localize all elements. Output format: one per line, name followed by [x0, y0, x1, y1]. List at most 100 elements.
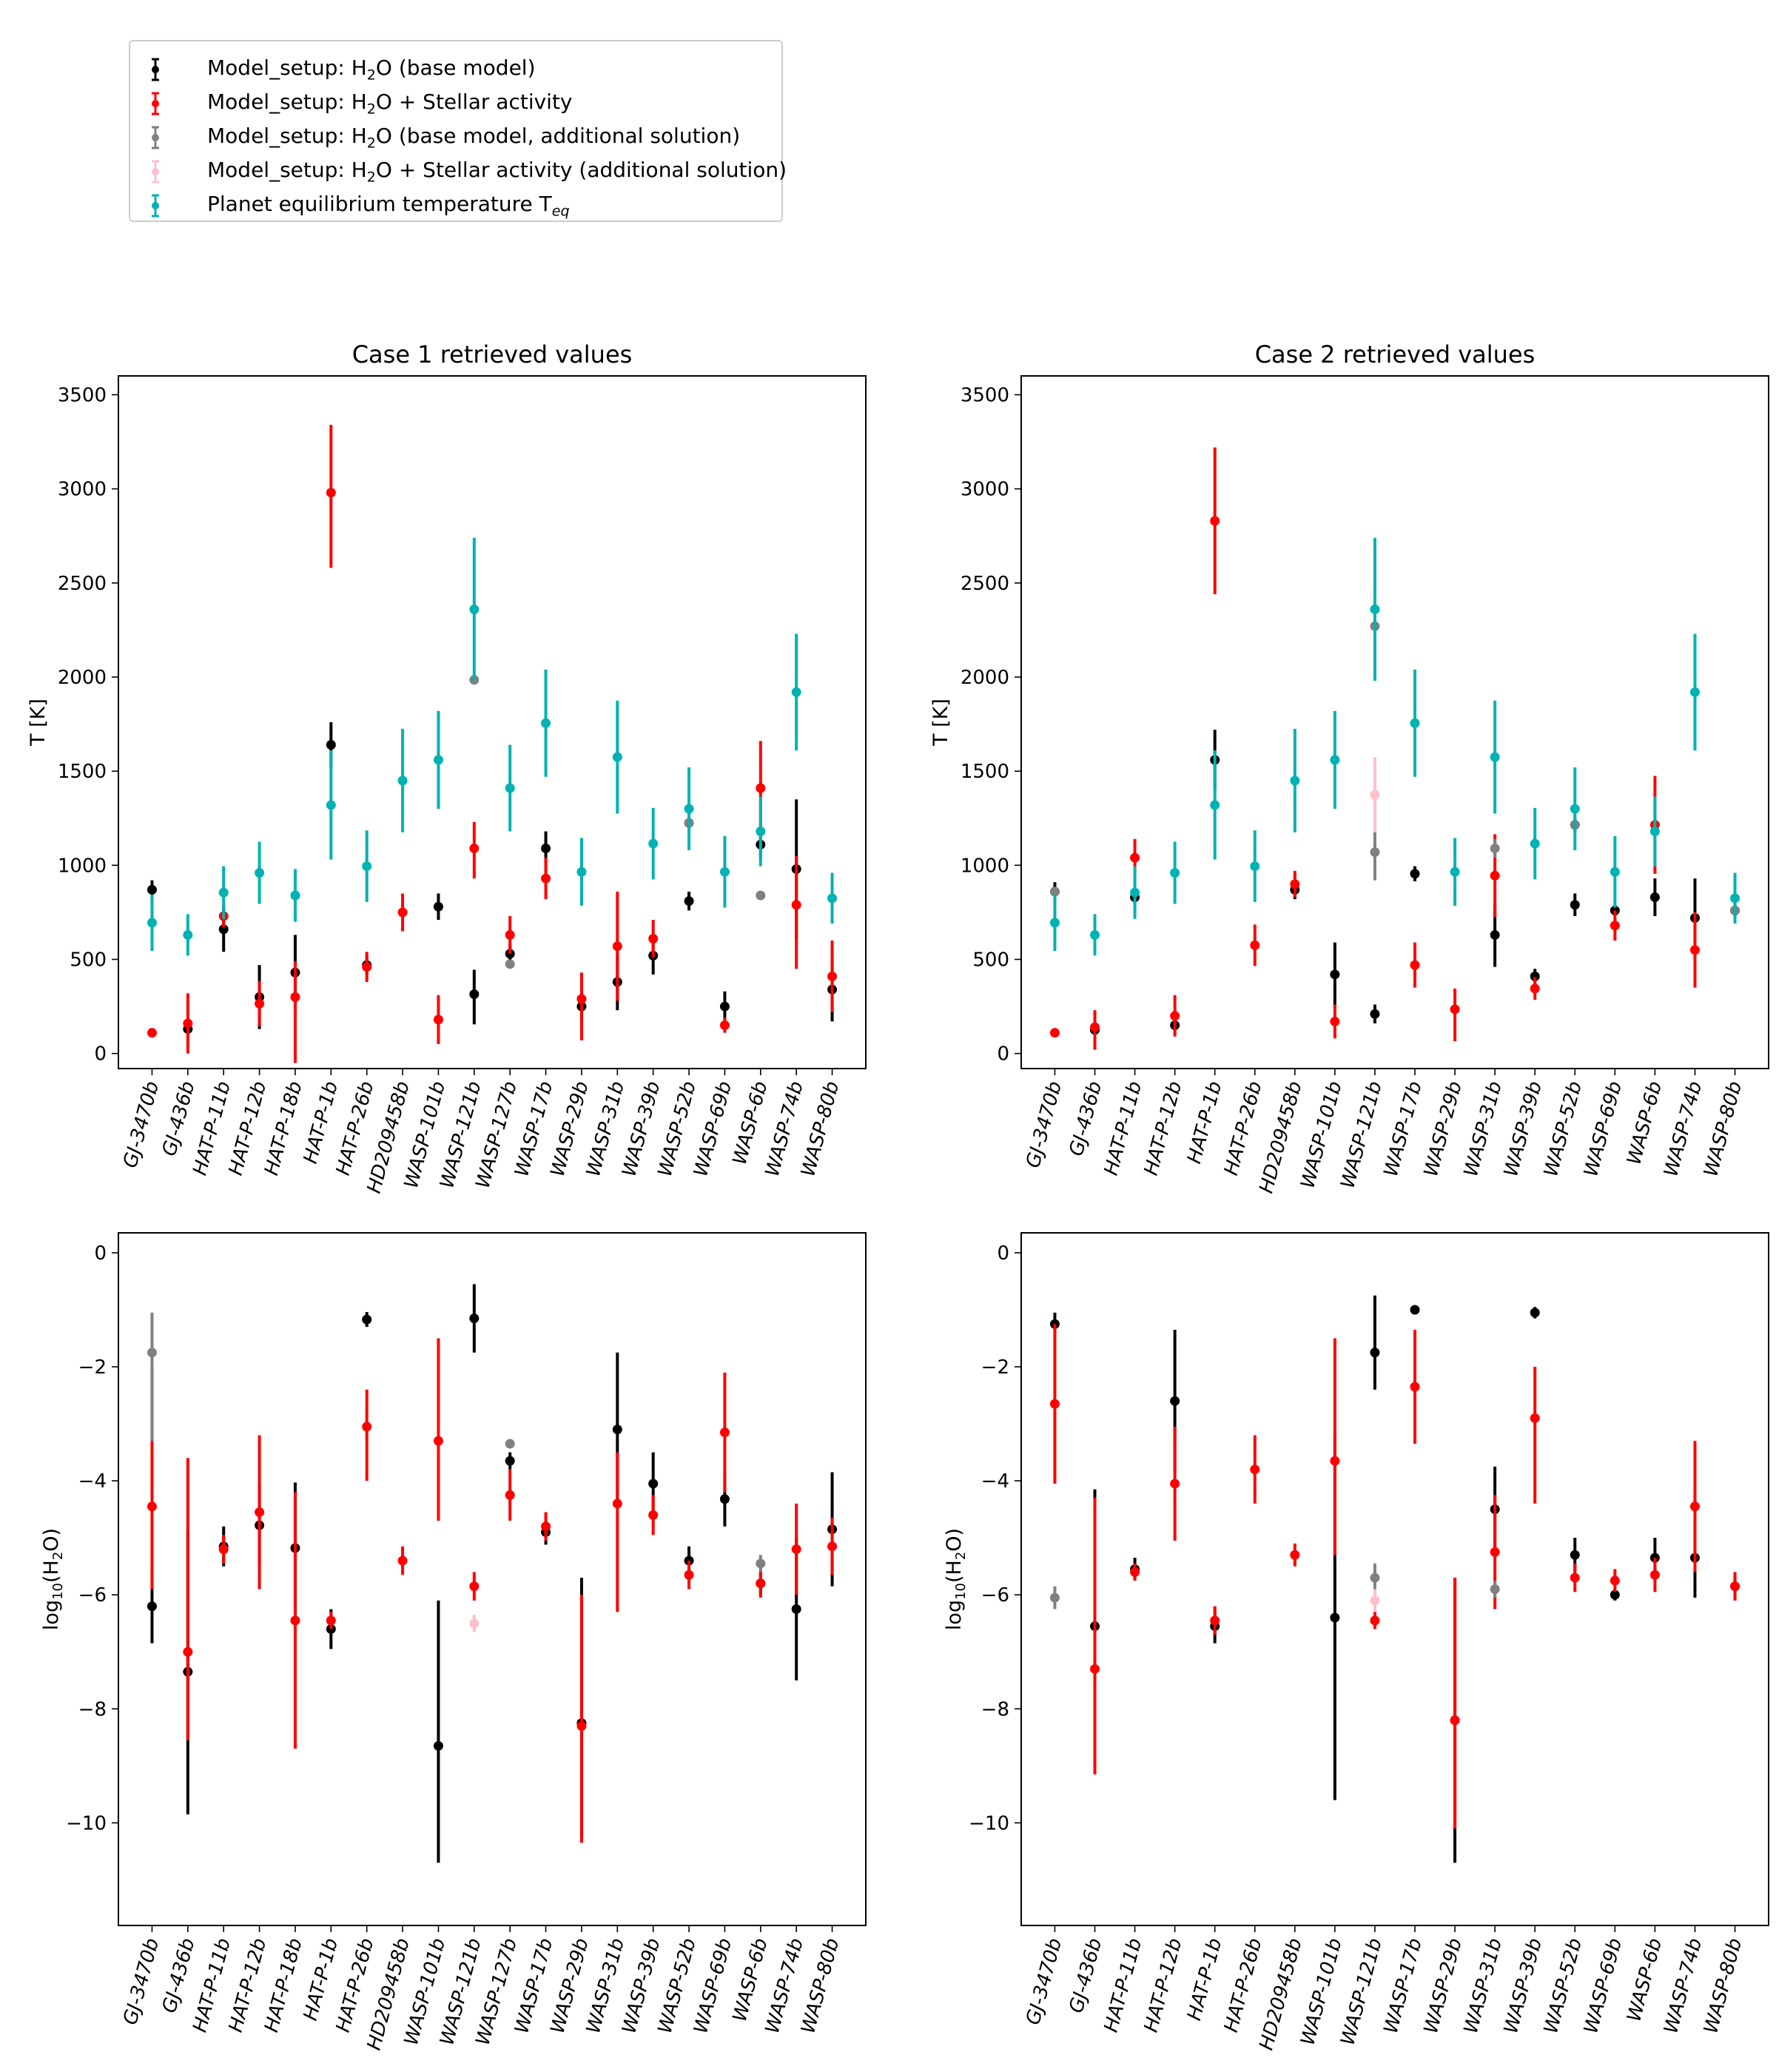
point-model-setup-h2o-base-model-wasp-121b: [469, 989, 480, 1000]
point-model-setup-h2o-stellar-activity-hat-p-11b: [218, 1544, 229, 1555]
y-tick-label: −10: [969, 1812, 1009, 1834]
x-tick-label-gj-3470b: GJ-3470b: [1022, 1936, 1066, 2028]
y-tick-label: −6: [78, 1584, 107, 1607]
point-model-setup-h2o-base-model-wasp-127b: [505, 1456, 515, 1466]
x-tick-label-wasp-29b: WASP-29b: [1420, 1079, 1467, 1179]
chart-panel-2: Case 2 retrieved values 0 500 1000 1500 2000 2…: [929, 340, 1769, 1196]
point-planet-equilibrium-temperature-teq-hat-p-1b: [1210, 800, 1220, 810]
x-tick-label-wasp-31b: WASP-31b: [1460, 1936, 1507, 2036]
point-planet-equilibrium-temperature-teq-gj-436b: [183, 929, 193, 940]
point-model-setup-h2o-stellar-activity-gj-436b: [1090, 1022, 1100, 1032]
point-model-setup-h2o-base-model-wasp-52b: [1570, 1550, 1580, 1560]
point-model-setup-h2o-stellar-activity-wasp-127b: [505, 929, 515, 940]
point-planet-equilibrium-temperature-teq-wasp-31b: [1490, 752, 1500, 762]
point-planet-equilibrium-temperature-teq-wasp-74b: [791, 687, 801, 697]
point-planet-equilibrium-temperature-teq-hat-p-12b: [255, 867, 265, 878]
point-planet-equilibrium-temperature-teq-wasp-29b: [1450, 867, 1460, 877]
x-tick-label-gj-436b: GJ-436b: [1066, 1936, 1107, 2016]
x-tick-label-gj-436b: GJ-436b: [1066, 1079, 1107, 1159]
point-model-setup-h2o-stellar-activity-hat-p-12b: [1170, 1011, 1180, 1021]
legend-marker-stellar-additional: [152, 160, 159, 184]
legend-label-stellar-activity: Model_setup: H2O + Stellar activity: [207, 90, 573, 118]
point-model-setup-h2o-base-model-wasp-39b: [1530, 1308, 1540, 1318]
point-model-setup-h2o-stellar-activity-wasp-17b: [1410, 1382, 1420, 1392]
point-planet-equilibrium-temperature-teq-hat-p-11b: [1130, 887, 1140, 898]
y-tick-label: 3500: [58, 384, 107, 406]
point-model-setup-h2o-base-model-wasp-69b: [719, 1494, 730, 1504]
point-model-setup-h2o-stellar-activity-wasp-31b: [612, 941, 622, 952]
point-model-setup-h2o-base-model-additional-solution-wasp-6b: [756, 890, 766, 901]
point-planet-equilibrium-temperature-teq-wasp-80b: [827, 893, 838, 904]
chart-panel-4: 0−2−4−6−8−10log10(H2O)GJ-3470bGJ-436bHAT…: [943, 1232, 1769, 2053]
point-model-setup-h2o-stellar-activity-wasp-52b: [1570, 1572, 1580, 1583]
x-tick-label-hat-p-1b: HAT-P-1b: [1183, 1936, 1226, 2023]
x-tick-label-wasp-52b: WASP-52b: [1540, 1079, 1587, 1179]
point-planet-equilibrium-temperature-teq-hd209458b: [1290, 776, 1300, 786]
point-model-setup-h2o-stellar-activity-hd209458b: [397, 907, 408, 918]
x-tick-label-wasp-69b: WASP-69b: [1580, 1079, 1627, 1179]
point-model-setup-h2o-stellar-activity-additional-solution-wasp-121b: [1370, 1595, 1380, 1606]
y-tick-label: 1500: [58, 761, 107, 783]
point-planet-equilibrium-temperature-teq-wasp-101b: [1330, 755, 1340, 765]
point-model-setup-h2o-stellar-activity-hat-p-1b: [1210, 516, 1220, 526]
y-axis-label: T [K]: [27, 699, 50, 747]
point-model-setup-h2o-stellar-activity-additional-solution-wasp-121b: [1370, 790, 1380, 800]
point-planet-equilibrium-temperature-teq-hat-p-11b: [218, 887, 229, 898]
y-tick-label: 0: [94, 1043, 107, 1066]
point-model-setup-h2o-base-model-wasp-6b: [1649, 892, 1660, 903]
point-planet-equilibrium-temperature-teq-wasp-121b: [469, 604, 480, 614]
point-model-setup-h2o-base-model-wasp-31b: [612, 1424, 622, 1435]
x-tick-label-wasp-29b: WASP-29b: [1420, 1936, 1467, 2036]
legend-marker-base-model: [152, 58, 159, 81]
point-model-setup-h2o-stellar-activity-hd209458b: [397, 1555, 408, 1566]
point-model-setup-h2o-base-model-wasp-69b: [1610, 1590, 1620, 1600]
x-tick-label-hat-p-1b: HAT-P-1b: [1183, 1079, 1226, 1166]
y-tick-label: −8: [78, 1698, 107, 1720]
x-tick-label-wasp-52b: WASP-52b: [1540, 1936, 1587, 2036]
point-planet-equilibrium-temperature-teq-gj-3470b: [1049, 918, 1060, 928]
x-tick-label-wasp-6b: WASP-6b: [1623, 1079, 1666, 1167]
x-tick-label-wasp-6b: WASP-6b: [729, 1936, 773, 2024]
x-tick-label-wasp-39b: WASP-39b: [1500, 1936, 1547, 2036]
point-model-setup-h2o-stellar-activity-hat-p-26b: [1250, 1464, 1260, 1475]
y-tick-label: 0: [997, 1242, 1009, 1265]
point-model-setup-h2o-stellar-activity-gj-3470b: [147, 1028, 157, 1038]
point-model-setup-h2o-stellar-activity-wasp-6b: [1649, 1570, 1660, 1580]
x-tick-label-wasp-121b: WASP-121b: [1336, 1936, 1386, 2048]
point-planet-equilibrium-temperature-teq-wasp-80b: [1730, 893, 1740, 904]
point-model-setup-h2o-stellar-activity-wasp-29b: [1450, 1004, 1460, 1015]
x-tick-label-wasp-6b: WASP-6b: [1623, 1936, 1666, 2024]
point-model-setup-h2o-stellar-activity-wasp-39b: [1530, 983, 1540, 994]
point-model-setup-h2o-stellar-activity-wasp-39b: [648, 934, 659, 944]
point-model-setup-h2o-base-model-wasp-17b: [541, 843, 551, 853]
point-model-setup-h2o-stellar-activity-hd209458b: [1290, 879, 1300, 889]
point-planet-equilibrium-temperature-teq-wasp-52b: [1570, 804, 1580, 814]
x-tick-label-hat-p-12b: HAT-P-12b: [1140, 1936, 1187, 2035]
point-model-setup-h2o-stellar-activity-wasp-69b: [719, 1427, 730, 1438]
point-model-setup-h2o-stellar-activity-wasp-101b: [1330, 1016, 1340, 1026]
point-model-setup-h2o-stellar-activity-hat-p-11b: [1130, 852, 1140, 863]
point-model-setup-h2o-stellar-activity-wasp-74b: [791, 1544, 801, 1555]
y-tick-label: 500: [972, 949, 1009, 971]
y-axis-label: log10(H2O): [943, 1528, 969, 1630]
point-planet-equilibrium-temperature-teq-wasp-31b: [612, 752, 622, 762]
point-model-setup-h2o-stellar-activity-wasp-17b: [541, 873, 551, 884]
y-tick-label: 3500: [961, 384, 1009, 406]
point-model-setup-h2o-stellar-activity-wasp-74b: [1689, 945, 1700, 955]
x-tick-label-wasp-39b: WASP-39b: [1500, 1079, 1547, 1179]
point-model-setup-h2o-stellar-activity-wasp-17b: [1410, 960, 1420, 970]
point-model-setup-h2o-stellar-activity-hat-p-12b: [255, 1507, 265, 1517]
point-model-setup-h2o-stellar-activity-gj-3470b: [147, 1501, 157, 1512]
point-model-setup-h2o-base-model-additional-solution-wasp-31b: [1490, 843, 1500, 853]
x-tick-label-gj-436b: GJ-436b: [158, 1936, 200, 2016]
y-tick-label: 1000: [961, 855, 1009, 877]
point-model-setup-h2o-base-model-gj-3470b: [147, 1601, 157, 1612]
chart-title: Case 2 retrieved values: [1255, 340, 1536, 369]
point-planet-equilibrium-temperature-teq-hat-p-26b: [362, 861, 372, 872]
point-planet-equilibrium-temperature-teq-wasp-39b: [1530, 838, 1540, 849]
y-tick-label: −6: [981, 1584, 1009, 1607]
point-model-setup-h2o-stellar-activity-wasp-80b: [1730, 1581, 1740, 1592]
y-tick-label: −10: [66, 1812, 107, 1834]
point-planet-equilibrium-temperature-teq-wasp-39b: [648, 838, 659, 849]
point-model-setup-h2o-stellar-activity-wasp-31b: [612, 1498, 622, 1509]
